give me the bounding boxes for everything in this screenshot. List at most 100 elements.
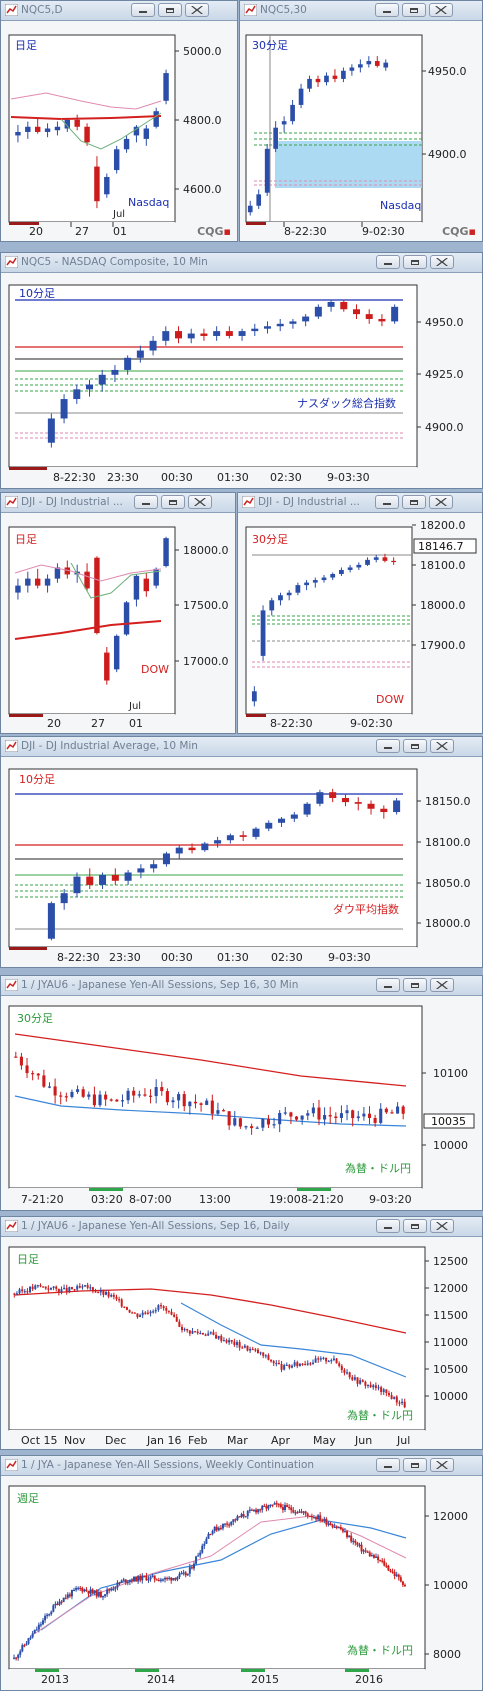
candle-body bbox=[361, 1380, 364, 1382]
x-tick-label: 8-07:00 bbox=[129, 1193, 172, 1206]
close-button[interactable] bbox=[429, 3, 453, 17]
timeframe-label: 日足 bbox=[15, 533, 37, 546]
candle-body bbox=[228, 1340, 231, 1343]
candle-body bbox=[310, 1516, 313, 1518]
y-tick-label: 4600.0 bbox=[183, 183, 222, 196]
minimize-button[interactable] bbox=[376, 1219, 400, 1233]
close-button[interactable] bbox=[430, 978, 454, 992]
maximize-button[interactable] bbox=[403, 1458, 427, 1472]
candle-body bbox=[149, 1576, 152, 1580]
chart-window-jpy-30min[interactable]: 1 / JYAU6 - Japanese Yen-All Sessions, S… bbox=[0, 975, 483, 1211]
chart-window-jpy-daily[interactable]: 1 / JYAU6 - Japanese Yen-All Sessions, S… bbox=[0, 1216, 483, 1450]
chart-window-dji-10min[interactable]: DJI - DJ Industrial Average, 10 Min 1815… bbox=[0, 736, 483, 968]
title-bar[interactable]: DJI - DJ Industrial ... bbox=[1, 493, 235, 513]
maximize-button[interactable] bbox=[403, 739, 427, 753]
candle-body bbox=[377, 1556, 380, 1561]
candle-body bbox=[345, 1110, 349, 1114]
close-button[interactable] bbox=[188, 495, 212, 509]
candle-body bbox=[269, 1504, 272, 1506]
title-bar[interactable]: 1 / JYAU6 - Japanese Yen-All Sessions, S… bbox=[1, 976, 482, 996]
title-bar[interactable]: DJI - DJ Industrial ... bbox=[238, 493, 482, 513]
chart-window-dji-30min[interactable]: DJI - DJ Industrial ... 18200.0 18100.0 … bbox=[237, 492, 483, 734]
title-bar[interactable]: 1 / JYAU6 - Japanese Yen-All Sessions, S… bbox=[1, 1217, 482, 1237]
maximize-button[interactable] bbox=[403, 1219, 427, 1233]
x-tick-label: 2015 bbox=[251, 1673, 279, 1686]
candle-body bbox=[267, 1505, 270, 1509]
chart-window-dji-daily[interactable]: DJI - DJ Industrial ... 18000.0 17500.0 … bbox=[0, 492, 236, 734]
title-bar[interactable]: 1 / JYA - Japanese Yen-All Sessions, Wee… bbox=[1, 1456, 482, 1476]
candle-body bbox=[353, 309, 360, 315]
candle-body bbox=[200, 333, 208, 336]
candle-body bbox=[252, 1509, 255, 1511]
close-button[interactable] bbox=[430, 739, 454, 753]
chart-svg: 12500 12000 11500 11000 10500 10000 日足 為… bbox=[8, 1246, 468, 1448]
candle-body bbox=[219, 1527, 222, 1530]
maximize-button[interactable] bbox=[402, 495, 426, 509]
minimize-button[interactable] bbox=[131, 3, 155, 17]
candle-body bbox=[29, 1637, 32, 1639]
candle-body bbox=[143, 1575, 146, 1577]
chart-app-icon bbox=[5, 1220, 18, 1232]
close-button[interactable] bbox=[430, 255, 454, 269]
chart-window-nqc5-10min[interactable]: NQC5 - NASDAQ Composite, 10 Min 4950.0 4… bbox=[0, 252, 483, 489]
candle-body bbox=[354, 1540, 357, 1543]
maximize-button[interactable] bbox=[161, 495, 185, 509]
candle-body bbox=[162, 331, 170, 341]
x-tick-label: 01 bbox=[113, 225, 127, 238]
maximize-button[interactable] bbox=[158, 3, 182, 17]
minimize-button[interactable] bbox=[376, 1458, 400, 1472]
maximize-button[interactable] bbox=[403, 255, 427, 269]
title-bar[interactable]: NQC5,D bbox=[1, 1, 237, 21]
minimize-button[interactable] bbox=[375, 3, 399, 17]
close-button[interactable] bbox=[430, 1458, 454, 1472]
candle-body bbox=[94, 166, 100, 202]
candle-body bbox=[373, 1118, 377, 1123]
candle-body bbox=[54, 126, 61, 131]
minimize-button[interactable] bbox=[376, 739, 400, 753]
close-button[interactable] bbox=[429, 495, 453, 509]
candle-body bbox=[167, 1310, 170, 1312]
title-bar[interactable]: NQC5 - NASDAQ Composite, 10 Min bbox=[1, 253, 482, 273]
minimize-button[interactable] bbox=[376, 978, 400, 992]
candle-body bbox=[99, 1592, 102, 1598]
candle-body bbox=[21, 1289, 24, 1292]
close-button[interactable] bbox=[185, 3, 209, 17]
candle-body bbox=[271, 1504, 274, 1506]
chart-window-jpy-weekly[interactable]: 1 / JYA - Japanese Yen-All Sessions, Wee… bbox=[0, 1455, 483, 1691]
chart-svg: 12000 10000 8000 週足 為替・ドル円 2013 2014 201… bbox=[8, 1485, 468, 1688]
candle-body bbox=[83, 1589, 86, 1592]
candle-body bbox=[64, 1096, 68, 1098]
window-title: DJI - DJ Industrial Average, 10 Min bbox=[21, 740, 198, 752]
candle-body bbox=[263, 1505, 266, 1507]
chart-window-nqc5-daily[interactable]: NQC5,D 5000.0 4800.0 4600.0 日足 Nasdaq 20… bbox=[0, 0, 238, 242]
candle-body bbox=[325, 1357, 328, 1362]
candle-body bbox=[308, 1515, 311, 1518]
maximize-button[interactable] bbox=[402, 3, 426, 17]
minimize-button[interactable] bbox=[376, 255, 400, 269]
candle-body bbox=[319, 1358, 322, 1360]
candle-body bbox=[18, 1289, 21, 1294]
candle-body bbox=[78, 1286, 81, 1288]
candle-body bbox=[343, 1531, 346, 1533]
candle-body bbox=[264, 148, 270, 193]
close-button[interactable] bbox=[430, 1219, 454, 1233]
candle-body bbox=[351, 1377, 354, 1380]
candle-body bbox=[36, 1285, 39, 1287]
candle-body bbox=[124, 1579, 127, 1583]
chart-svg: 4950.0 4900.0 30分足 Nasdaq 8-22:30 9-02:3… bbox=[245, 34, 467, 240]
title-bar[interactable]: DJI - DJ Industrial Average, 10 Min bbox=[1, 737, 482, 757]
minimize-button[interactable] bbox=[375, 495, 399, 509]
title-bar[interactable]: NQC5,30 bbox=[240, 1, 482, 21]
minimize-button[interactable] bbox=[134, 495, 158, 509]
candle-body bbox=[352, 1540, 355, 1543]
candle-body bbox=[86, 1285, 89, 1288]
candle-body bbox=[389, 1570, 392, 1572]
candle-body bbox=[115, 1099, 119, 1102]
x-tick-label: 01:30 bbox=[217, 951, 249, 964]
y-tick-label: 11000 bbox=[433, 1336, 468, 1349]
candle-body bbox=[68, 1594, 71, 1597]
candle-body bbox=[238, 1118, 242, 1127]
maximize-button[interactable] bbox=[403, 978, 427, 992]
timeframe-label: 30分足 bbox=[252, 533, 288, 546]
chart-window-nqc5-30min[interactable]: NQC5,30 4950.0 4900.0 30分足 Nasdaq 8-22:3… bbox=[239, 0, 483, 242]
